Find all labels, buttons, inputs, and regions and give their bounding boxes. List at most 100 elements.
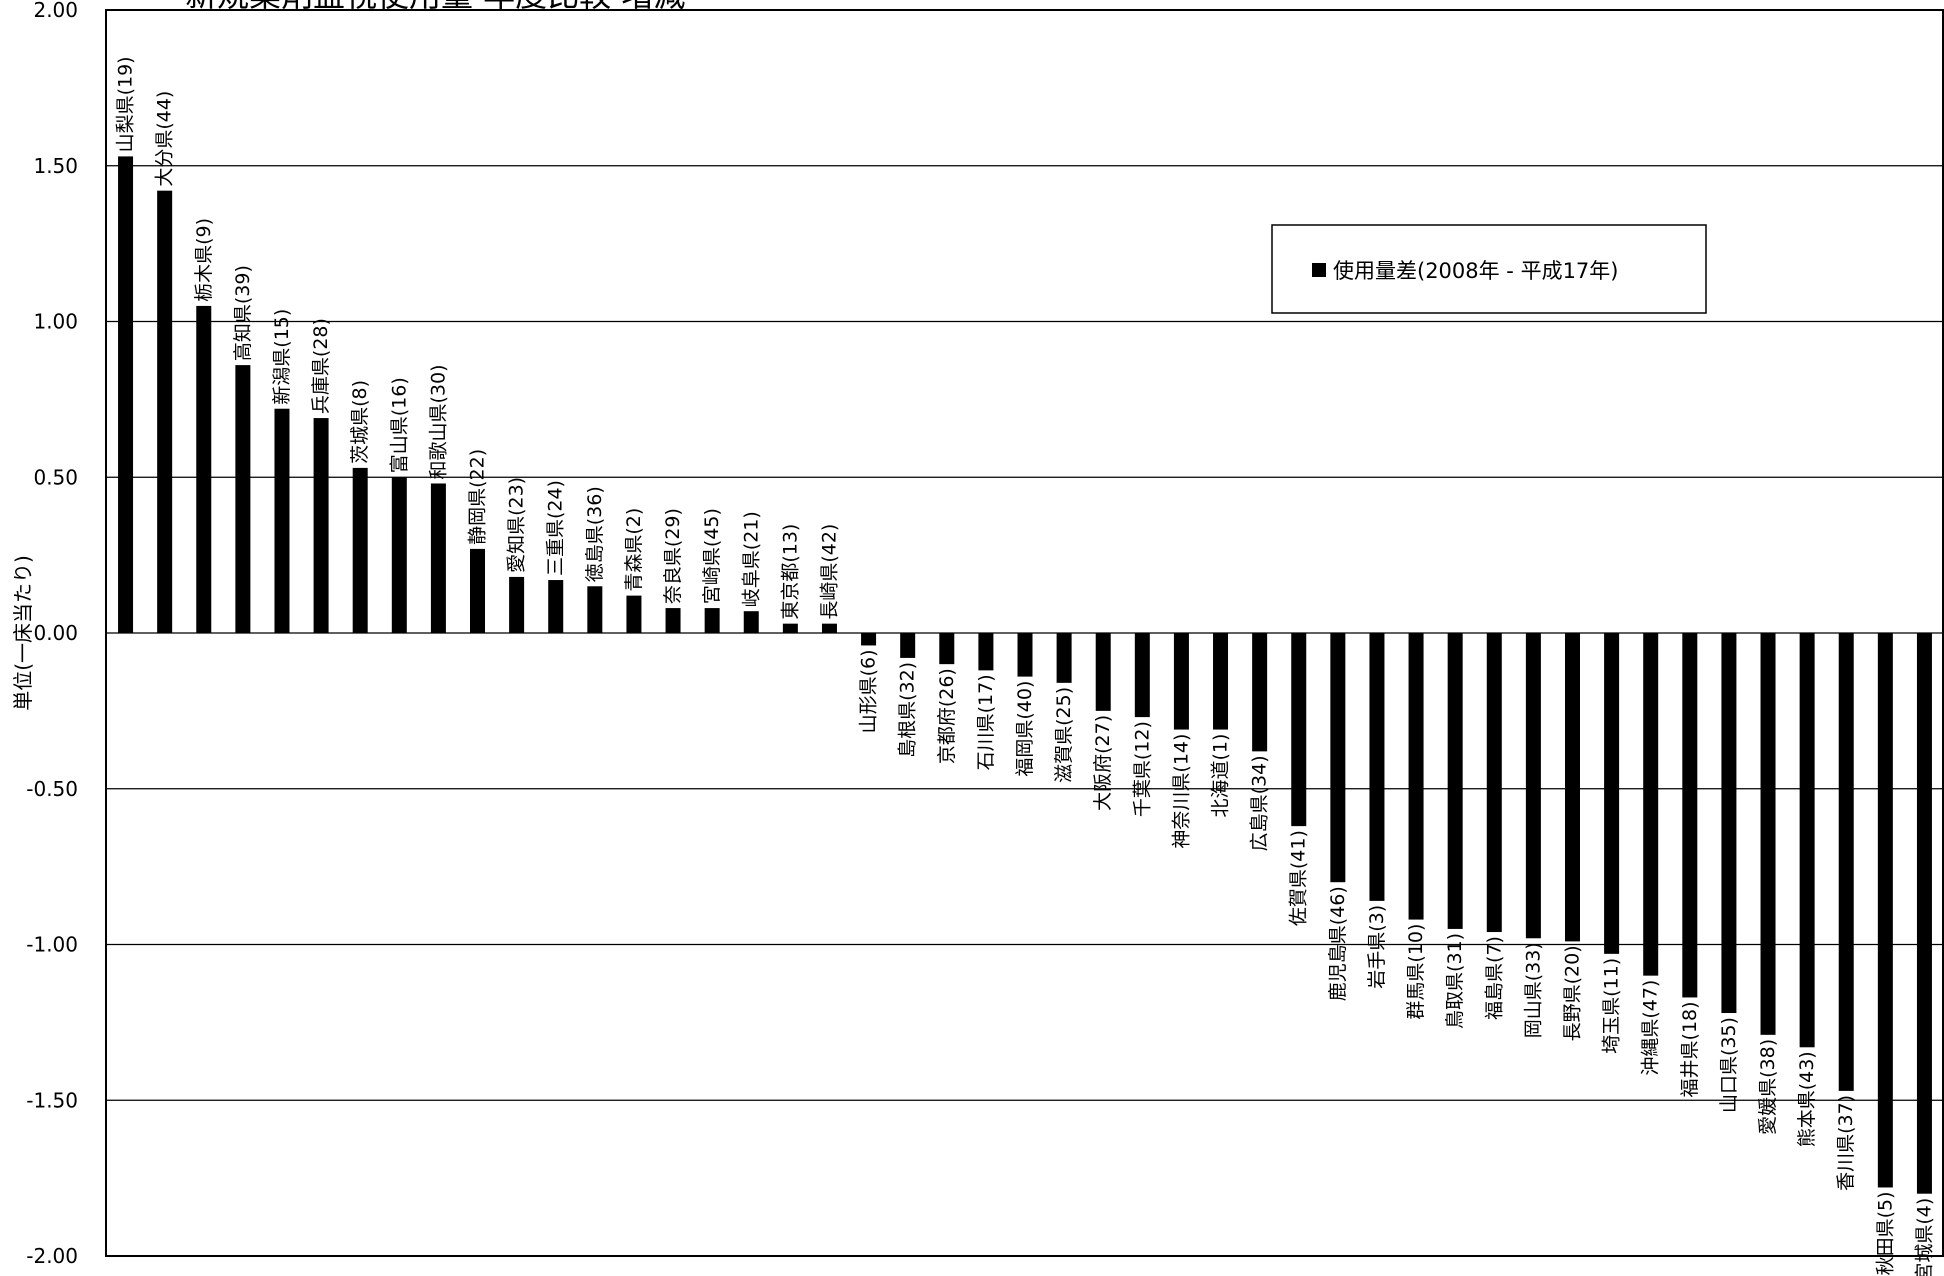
bar bbox=[1643, 633, 1659, 976]
bar-label: 石川県(17) bbox=[975, 674, 997, 770]
bar-label: 三重県(24) bbox=[545, 480, 567, 576]
bar-label: 神奈川県(14) bbox=[1170, 734, 1192, 849]
bar-label: 岡山県(33) bbox=[1522, 942, 1544, 1038]
bar-label: 大阪府(27) bbox=[1092, 715, 1114, 811]
bar bbox=[1330, 633, 1346, 883]
bar bbox=[1291, 633, 1307, 827]
bar-label: 福井県(18) bbox=[1679, 1001, 1701, 1097]
bar bbox=[1095, 633, 1111, 711]
bar bbox=[1447, 633, 1463, 929]
bar-label: 北海道(1) bbox=[1210, 734, 1232, 818]
bar bbox=[313, 418, 329, 633]
bar-label: 宮崎県(45) bbox=[701, 508, 723, 604]
bar-label: 群馬県(10) bbox=[1405, 924, 1427, 1020]
bar bbox=[626, 595, 642, 633]
bar-labels: 山梨県(19) 大分県(44) 栃木県(9) 高知県(39) 新潟県(15) 兵庫県(28… bbox=[115, 56, 1936, 1276]
bar bbox=[665, 608, 681, 633]
bar-label: 愛媛県(38) bbox=[1757, 1039, 1779, 1135]
bar bbox=[939, 633, 955, 665]
bar bbox=[157, 190, 173, 634]
bar bbox=[1486, 633, 1502, 933]
bar bbox=[1838, 633, 1854, 1091]
bar bbox=[1525, 633, 1541, 939]
bar-label: 山梨県(19) bbox=[115, 56, 137, 152]
bar bbox=[118, 156, 134, 633]
bar-label: 岩手県(3) bbox=[1366, 905, 1388, 989]
y-axis-label: 単位(一床当たり) bbox=[11, 555, 35, 711]
legend-swatch bbox=[1312, 263, 1326, 277]
bar bbox=[391, 477, 407, 633]
bar-label: 徳島県(36) bbox=[584, 486, 606, 582]
bar-label: 福岡県(40) bbox=[1014, 681, 1036, 777]
bar bbox=[1134, 633, 1150, 718]
bar-label: 長野県(20) bbox=[1561, 945, 1583, 1041]
bar bbox=[235, 365, 251, 633]
bar-label: 和歌山県(30) bbox=[427, 364, 449, 479]
y-tick-label: -0.50 bbox=[26, 777, 78, 801]
bar-label: 山口県(35) bbox=[1718, 1017, 1740, 1113]
bar bbox=[1682, 633, 1698, 998]
bar bbox=[1760, 633, 1776, 1035]
bar-label: 新潟県(15) bbox=[271, 309, 293, 405]
y-tick-label: -2.00 bbox=[26, 1244, 78, 1268]
bar bbox=[782, 623, 798, 633]
bar-label: 愛知県(23) bbox=[506, 477, 528, 573]
bar bbox=[1213, 633, 1229, 730]
bar bbox=[1564, 633, 1580, 942]
bar bbox=[978, 633, 994, 671]
bar-label: 福島県(7) bbox=[1483, 936, 1505, 1020]
bar bbox=[1056, 633, 1072, 683]
bar-label: 熊本県(43) bbox=[1796, 1051, 1818, 1147]
bar-label: 宮城県(4) bbox=[1913, 1198, 1935, 1276]
chart-title: 新規薬剤監視使用量 年度比較 増減 bbox=[185, 0, 685, 14]
bar-label: 鳥取県(31) bbox=[1444, 933, 1466, 1029]
bar bbox=[1721, 633, 1737, 1014]
bar-label: 埼玉県(11) bbox=[1601, 958, 1623, 1054]
bar-label: 茨城県(8) bbox=[349, 380, 371, 464]
bar bbox=[1877, 633, 1893, 1188]
bar bbox=[274, 408, 290, 633]
bar bbox=[1017, 633, 1033, 677]
bar-label: 山形県(6) bbox=[858, 649, 880, 733]
bar bbox=[587, 586, 603, 633]
bar bbox=[196, 305, 212, 633]
bar-label: 東京都(13) bbox=[779, 524, 801, 620]
bar-label: 岐阜県(21) bbox=[740, 511, 762, 607]
bar bbox=[352, 467, 368, 633]
bar-label: 静岡県(22) bbox=[467, 449, 489, 545]
y-tick-label: 0.00 bbox=[33, 621, 78, 645]
legend: 使用量差(2008年 - 平成17年) bbox=[1271, 224, 1707, 314]
bar bbox=[1604, 633, 1620, 954]
bar-label: 京都府(26) bbox=[936, 668, 958, 764]
bar bbox=[1408, 633, 1424, 920]
bar-label: 大分県(44) bbox=[154, 91, 176, 187]
bar-label: 秋田県(5) bbox=[1874, 1191, 1896, 1275]
bar bbox=[470, 548, 486, 633]
bar-label: 長崎県(42) bbox=[818, 524, 840, 620]
bar bbox=[821, 623, 837, 633]
bar-label: 青森県(2) bbox=[623, 508, 645, 592]
bar-label: 高知県(39) bbox=[232, 265, 254, 361]
y-tick-label: 2.00 bbox=[33, 0, 78, 22]
legend-label: 使用量差(2008年 - 平成17年) bbox=[1333, 259, 1618, 283]
bar-label: 鹿児島県(46) bbox=[1327, 886, 1349, 1001]
bar bbox=[430, 483, 446, 633]
y-tick-label: -1.50 bbox=[26, 1088, 78, 1112]
bar-label: 兵庫県(28) bbox=[310, 318, 332, 414]
bar bbox=[900, 633, 916, 658]
bar bbox=[1252, 633, 1268, 752]
y-tick-label: 1.00 bbox=[33, 310, 78, 334]
bar-label: 千葉県(12) bbox=[1131, 721, 1153, 817]
bar bbox=[861, 633, 877, 646]
bars bbox=[118, 156, 1932, 1194]
y-tick-label: -1.00 bbox=[26, 933, 78, 957]
bar bbox=[743, 611, 759, 633]
bar bbox=[1916, 633, 1932, 1194]
bar-label: 島根県(32) bbox=[897, 662, 919, 758]
y-tick-label: 0.50 bbox=[33, 465, 78, 489]
bar-label: 栃木県(9) bbox=[193, 218, 215, 302]
y-axis-ticks: 2.00 1.50 1.00 0.50 0.00 -0.50 -1.00 -1.50 -2.00 bbox=[26, 0, 78, 1268]
bar-label: 奈良県(29) bbox=[662, 508, 684, 604]
bar-label: 富山県(16) bbox=[388, 377, 410, 473]
bar bbox=[548, 580, 564, 633]
